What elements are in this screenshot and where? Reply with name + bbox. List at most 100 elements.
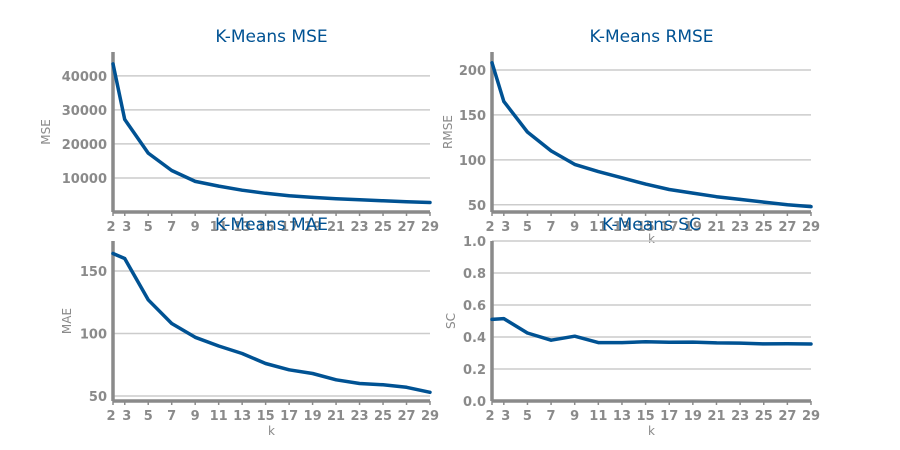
data-point (596, 170, 600, 174)
data-point (490, 61, 494, 65)
y-tick-label: 0.2 (463, 363, 486, 378)
data-point (334, 197, 338, 201)
chart-title: K-Means SC (602, 215, 701, 235)
data-point (193, 335, 197, 339)
data-point (405, 385, 409, 389)
data-point (644, 340, 648, 344)
data-point (123, 117, 127, 121)
data-point (240, 188, 244, 192)
x-tick-label: 19 (304, 409, 322, 424)
series-line (111, 62, 432, 205)
chart-title: K-Means MAE (215, 215, 328, 235)
data-point (691, 191, 695, 195)
data-point (525, 331, 529, 335)
x-tick-label: 7 (547, 409, 556, 424)
y-tick-label: 100 (459, 154, 486, 169)
x-axis-label: k (268, 424, 275, 438)
x-tick-label: 27 (778, 220, 796, 235)
data-point (809, 205, 813, 209)
x-tick-label: 27 (397, 220, 415, 235)
x-tick-label: 11 (589, 220, 607, 235)
y-tick-label: 10000 (62, 172, 107, 187)
x-tick-label: 3 (501, 409, 510, 424)
y-tick-label: 0.8 (463, 267, 486, 282)
x-tick-label: 27 (397, 409, 415, 424)
data-point (264, 362, 268, 365)
y-tick-label: 0.4 (463, 331, 486, 346)
x-tick-label: 21 (707, 220, 725, 235)
series-line (490, 316, 813, 346)
x-tick-label: 23 (731, 220, 749, 235)
x-tick-label: 15 (637, 220, 655, 235)
x-tick-label: 5 (144, 220, 153, 235)
y-tick-label: 150 (80, 265, 107, 280)
x-tick-label: 2 (485, 409, 494, 424)
x-tick-label: 27 (778, 409, 796, 424)
x-tick-label: 11 (589, 409, 607, 424)
x-tick-label: 11 (210, 220, 228, 235)
data-point (762, 200, 766, 204)
y-axis-label: MAE (60, 308, 74, 334)
x-tick-label: 23 (351, 409, 369, 424)
y-axis-label: MSE (39, 119, 53, 145)
data-point (146, 298, 150, 302)
x-tick-label: 3 (122, 409, 131, 424)
x-tick-label: 19 (304, 220, 322, 235)
x-tick-label: 17 (660, 220, 678, 235)
x-tick-label: 25 (755, 409, 773, 424)
y-tick-label: 30000 (62, 104, 107, 119)
data-point (738, 341, 742, 345)
data-point (170, 322, 174, 325)
data-point (193, 179, 197, 183)
x-tick-label: 3 (122, 220, 131, 235)
x-tick-label: 29 (802, 409, 820, 424)
x-tick-label: 9 (191, 220, 200, 235)
data-point (311, 195, 315, 199)
data-point (146, 151, 150, 155)
x-tick-label: 23 (351, 220, 369, 235)
x-tick-label: 29 (421, 220, 439, 235)
x-tick-label: 19 (684, 409, 702, 424)
data-point (264, 191, 268, 195)
data-point (667, 340, 671, 344)
x-tick-label: 13 (233, 409, 251, 424)
y-axis-label: SC (444, 313, 458, 329)
chart-panel-4: 0.00.20.40.60.81.02 3 5 7 9 11 13 15 17 19 21 23 25 2… (444, 215, 820, 438)
x-axis-label: k (648, 232, 655, 246)
data-point (785, 203, 789, 207)
data-point (502, 99, 506, 103)
x-tick-label: 19 (684, 220, 702, 235)
data-point (334, 378, 338, 382)
data-point (525, 130, 529, 134)
x-tick-label: 7 (167, 409, 176, 424)
x-tick-label: 21 (707, 409, 725, 424)
y-axis-label: RMSE (441, 115, 455, 149)
x-axis-label: k (648, 424, 655, 438)
y-tick-label: 0.6 (463, 299, 486, 314)
x-tick-label: 29 (802, 220, 820, 235)
x-tick-label: 11 (210, 409, 228, 424)
data-point (573, 162, 577, 166)
x-tick-label: 29 (421, 409, 439, 424)
data-point (620, 341, 624, 345)
data-point (428, 200, 432, 204)
data-point (170, 168, 174, 172)
x-tick-label: 15 (257, 220, 275, 235)
data-point (287, 368, 291, 372)
data-point (785, 342, 789, 346)
chart-title: K-Means RMSE (589, 27, 713, 47)
data-point (490, 317, 494, 321)
data-point (358, 382, 362, 385)
data-point (358, 198, 362, 202)
data-point (381, 383, 385, 387)
data-point (217, 344, 221, 348)
data-point (714, 195, 718, 199)
data-point (549, 338, 553, 342)
data-point (667, 188, 671, 192)
x-tick-label: 17 (660, 409, 678, 424)
data-point (111, 252, 115, 255)
data-point (809, 342, 813, 346)
x-tick-label: 15 (257, 409, 275, 424)
